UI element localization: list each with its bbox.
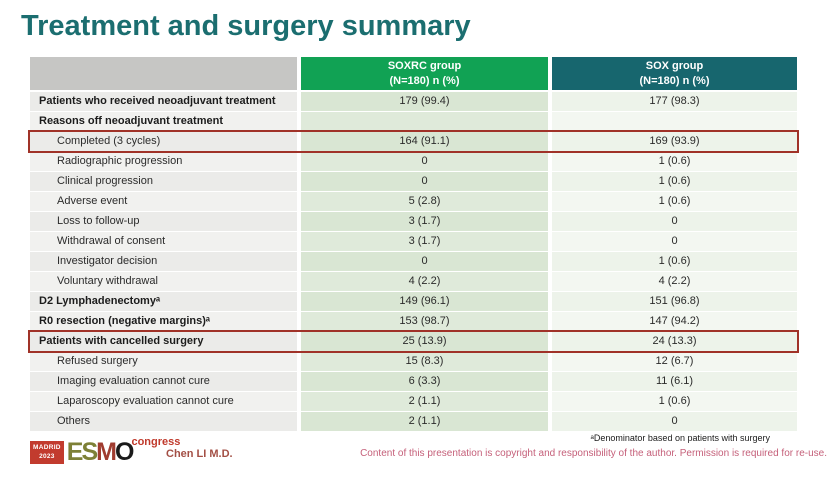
table-row: Clinical progression 0 1 (0.6) bbox=[30, 172, 797, 191]
table-row: Loss to follow-up 3 (1.7) 0 bbox=[30, 212, 797, 231]
sox-group-sub: (N=180) n (%) bbox=[639, 74, 710, 87]
soxrc-value: 5 (2.8) bbox=[301, 192, 548, 211]
table-row: Radiographic progression 0 1 (0.6) bbox=[30, 152, 797, 171]
congress-label: congress bbox=[131, 436, 181, 448]
soxrc-value: 2 (1.1) bbox=[301, 392, 548, 411]
table-row: Investigator decision 0 1 (0.6) bbox=[30, 252, 797, 271]
table-row: Patients who received neoadjuvant treatm… bbox=[30, 92, 797, 111]
sox-group-name: SOX group bbox=[645, 60, 704, 73]
empty-header-cell bbox=[30, 57, 297, 90]
sox-value: 1 (0.6) bbox=[552, 192, 797, 211]
soxrc-value: 164 (91.1) bbox=[301, 132, 548, 151]
row-label: Imaging evaluation cannot cure bbox=[30, 372, 297, 391]
soxrc-value: 0 bbox=[301, 252, 548, 271]
soxrc-group-header: SOXRC group (N=180) n (%) bbox=[301, 57, 548, 90]
soxrc-value: 0 bbox=[301, 172, 548, 191]
denominator-footnote: ᵃDenominator based on patients with surg… bbox=[590, 433, 770, 443]
row-label: Radiographic progression bbox=[30, 152, 297, 171]
esmo-letter: E bbox=[66, 438, 84, 466]
sox-group-header: SOX group (N=180) n (%) bbox=[552, 57, 797, 90]
page-title: Treatment and surgery summary bbox=[21, 10, 471, 42]
sox-value: 1 (0.6) bbox=[552, 172, 797, 191]
row-label: Reasons off neoadjuvant treatment bbox=[30, 112, 297, 131]
esmo-letter: S bbox=[81, 438, 98, 466]
soxrc-value: 15 (8.3) bbox=[301, 352, 548, 371]
row-label: Clinical progression bbox=[30, 172, 297, 191]
sox-value: 151 (96.8) bbox=[552, 292, 797, 311]
row-label: Investigator decision bbox=[30, 252, 297, 271]
soxrc-value: 3 (1.7) bbox=[301, 232, 548, 251]
row-label: Completed (3 cycles) bbox=[30, 132, 297, 151]
table-row: Others 2 (1.1) 0 bbox=[30, 412, 797, 431]
soxrc-value bbox=[301, 112, 548, 131]
sox-value: 4 (2.2) bbox=[552, 272, 797, 291]
summary-table: SOXRC group (N=180) n (%) SOX group (N=1… bbox=[28, 57, 799, 431]
sox-value: 0 bbox=[552, 232, 797, 251]
table-row: Reasons off neoadjuvant treatment bbox=[30, 112, 797, 131]
soxrc-group-sub: (N=180) n (%) bbox=[389, 74, 460, 87]
row-label: R0 resection (negative margins)ᵃ bbox=[30, 312, 297, 331]
row-label: D2 Lymphadenectomyᵃ bbox=[30, 292, 297, 311]
table-row: Refused surgery 15 (8.3) 12 (6.7) bbox=[30, 352, 797, 371]
soxrc-value: 149 (96.1) bbox=[301, 292, 548, 311]
sox-value: 147 (94.2) bbox=[552, 312, 797, 331]
logo-year: 2023 bbox=[39, 452, 55, 460]
table-row: D2 Lymphadenectomyᵃ 149 (96.1) 151 (96.8) bbox=[30, 292, 797, 311]
table-row: Imaging evaluation cannot cure 6 (3.3) 11 … bbox=[30, 372, 797, 391]
row-label: Patients who received neoadjuvant treatm… bbox=[30, 92, 297, 111]
madrid-2023-badge: MADRID 2023 bbox=[30, 441, 64, 464]
row-label: Withdrawal of consent bbox=[30, 232, 297, 251]
logo-location: MADRID bbox=[33, 444, 61, 452]
soxrc-value: 2 (1.1) bbox=[301, 412, 548, 431]
sox-value: 24 (13.3) bbox=[552, 332, 797, 351]
soxrc-value: 25 (13.9) bbox=[301, 332, 548, 351]
esmo-congress-logo: MADRID 2023 ESMO congress bbox=[30, 436, 180, 466]
table-row: R0 resection (negative margins)ᵃ 153 (98.… bbox=[30, 312, 797, 331]
sox-value: 1 (0.6) bbox=[552, 152, 797, 171]
soxrc-value: 179 (99.4) bbox=[301, 92, 548, 111]
table-body: Patients who received neoadjuvant treatm… bbox=[28, 92, 799, 431]
sox-value: 0 bbox=[552, 412, 797, 431]
sox-value: 177 (98.3) bbox=[552, 92, 797, 111]
sox-value: 11 (6.1) bbox=[552, 372, 797, 391]
sox-value: 1 (0.6) bbox=[552, 392, 797, 411]
sox-value: 169 (93.9) bbox=[552, 132, 797, 151]
esmo-letter: O bbox=[115, 438, 135, 466]
table-header-row: SOXRC group (N=180) n (%) SOX group (N=1… bbox=[30, 57, 797, 90]
table-row: Withdrawal of consent 3 (1.7) 0 bbox=[30, 232, 797, 251]
esmo-letter: M bbox=[96, 438, 117, 466]
soxrc-value: 4 (2.2) bbox=[301, 272, 548, 291]
table-row: Laparoscopy evaluation cannot cure 2 (1.1… bbox=[30, 392, 797, 411]
soxrc-value: 153 (98.7) bbox=[301, 312, 548, 331]
sox-value bbox=[552, 112, 797, 131]
row-label: Loss to follow-up bbox=[30, 212, 297, 231]
sox-value: 0 bbox=[552, 212, 797, 231]
row-label: Adverse event bbox=[30, 192, 297, 211]
row-label: Refused surgery bbox=[30, 352, 297, 371]
soxrc-value: 0 bbox=[301, 152, 548, 171]
table-row: Voluntary withdrawal 4 (2.2) 4 (2.2) bbox=[30, 272, 797, 291]
sox-value: 12 (6.7) bbox=[552, 352, 797, 371]
table-row: Adverse event 5 (2.8) 1 (0.6) bbox=[30, 192, 797, 211]
row-label: Laparoscopy evaluation cannot cure bbox=[30, 392, 297, 411]
presenter-name: Chen LI M.D. bbox=[166, 448, 233, 460]
soxrc-value: 3 (1.7) bbox=[301, 212, 548, 231]
row-label: Others bbox=[30, 412, 297, 431]
table-row-highlighted: Patients with cancelled surgery 25 (13.9)… bbox=[28, 330, 799, 353]
soxrc-value: 6 (3.3) bbox=[301, 372, 548, 391]
row-label: Voluntary withdrawal bbox=[30, 272, 297, 291]
copyright-notice: Content of this presentation is copyrigh… bbox=[360, 448, 827, 459]
soxrc-group-name: SOXRC group bbox=[387, 60, 462, 73]
sox-value: 1 (0.6) bbox=[552, 252, 797, 271]
table-row-highlighted: Completed (3 cycles) 164 (91.1) 169 (93.9) bbox=[28, 130, 799, 153]
row-label: Patients with cancelled surgery bbox=[30, 332, 297, 351]
esmo-wordmark: ESMO bbox=[66, 438, 135, 466]
